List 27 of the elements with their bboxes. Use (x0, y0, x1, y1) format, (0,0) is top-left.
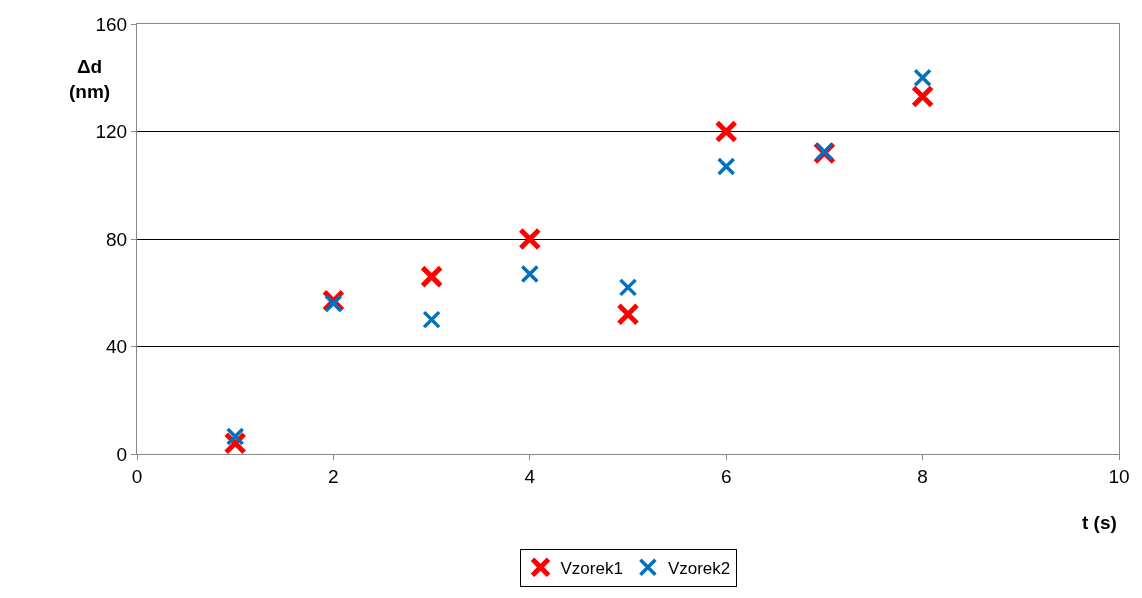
point (913, 68, 932, 87)
point (618, 278, 638, 297)
y-tick-label: 160 (95, 13, 128, 35)
x-tick-label: 6 (720, 465, 732, 487)
y-tick-label: 40 (106, 336, 128, 358)
point (714, 120, 738, 143)
y-tick-label: 80 (106, 228, 128, 250)
y-axis-title: Δd (nm) (69, 56, 111, 102)
point (520, 264, 540, 284)
x-tick-label: 8 (917, 465, 928, 487)
point (518, 227, 542, 251)
point (324, 294, 343, 313)
y-tick-label: 0 (116, 443, 128, 465)
point (911, 85, 935, 109)
x-tick-label: 2 (328, 465, 339, 487)
x-tick-label: 10 (1108, 465, 1130, 487)
point (616, 302, 640, 326)
point (422, 310, 441, 329)
legend-label: Vzorek2 (667, 558, 731, 578)
x-axis-title: t (s) (1082, 512, 1117, 533)
x-tick-label: 0 (131, 465, 143, 487)
point (225, 427, 245, 446)
point (716, 157, 736, 176)
point (420, 265, 444, 289)
y-tick-label: 120 (95, 121, 128, 143)
legend-label: Vzorek1 (560, 558, 623, 578)
x-tick-label: 4 (524, 465, 536, 487)
